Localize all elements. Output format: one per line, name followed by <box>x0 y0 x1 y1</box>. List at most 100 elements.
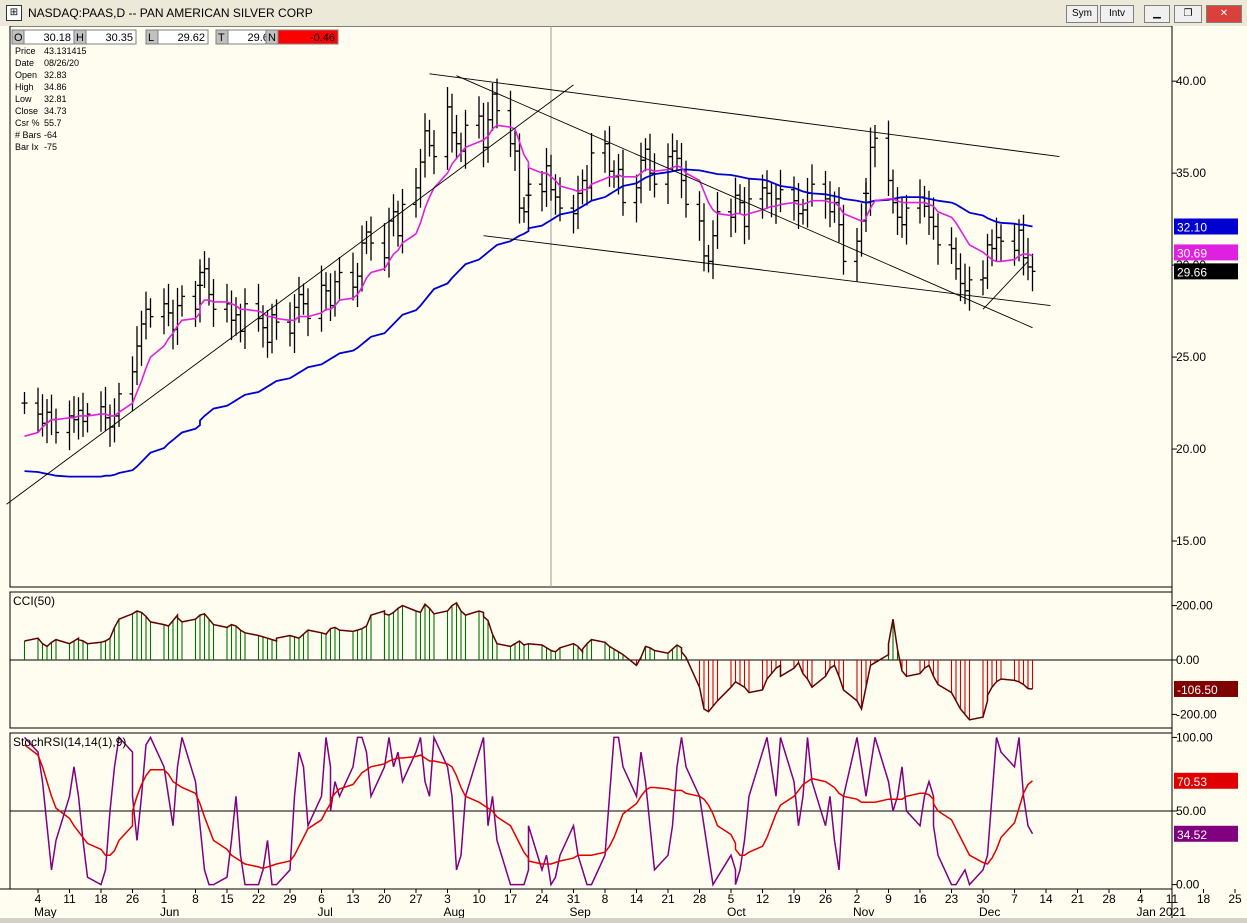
cursor-info-value: 32.81 <box>44 94 67 104</box>
x-day-label: 24 <box>535 892 549 906</box>
x-day-label: 27 <box>409 892 423 906</box>
ohlc-header-value-L: 29.62 <box>177 32 205 44</box>
x-day-label: 16 <box>913 892 927 906</box>
ohlc-header-value-O: 30.18 <box>43 32 71 44</box>
x-day-label: 15 <box>220 892 234 906</box>
x-day-label: 21 <box>661 892 675 906</box>
chart-app-icon: ⊞ <box>6 5 22 21</box>
cursor-info-label: Price <box>15 46 36 56</box>
x-day-label: 3 <box>444 892 451 906</box>
ma-slow-last-value: 32.10 <box>1177 220 1207 234</box>
x-day-label: 13 <box>346 892 360 906</box>
intv-button[interactable]: Intv <box>1100 5 1134 23</box>
x-day-label: 14 <box>1039 892 1053 906</box>
x-day-label: 10 <box>472 892 486 906</box>
x-day-label: 30 <box>976 892 990 906</box>
x-day-label: 14 <box>630 892 644 906</box>
cursor-info-label: Csr % <box>15 118 40 128</box>
cursor-info-value: 08/26/20 <box>44 58 79 68</box>
x-day-label: 4 <box>35 892 42 906</box>
ma-slow-line <box>24 168 1033 478</box>
x-day-label: 11 <box>63 892 76 906</box>
close-last-value: 29.66 <box>1177 265 1207 279</box>
trendline <box>483 235 1051 307</box>
cursor-info-value: 55.7 <box>44 118 62 128</box>
ma-fast-line <box>24 124 1033 437</box>
trendline <box>456 75 1033 329</box>
cursor-info-value: -75 <box>44 142 57 152</box>
cursor-info-value: 43.131415 <box>44 46 87 56</box>
x-day-label: 26 <box>126 892 140 906</box>
x-month-label: Jan 2021 <box>1137 905 1187 918</box>
x-day-label: 8 <box>192 892 199 906</box>
ohlc-header-value-N: -0.46 <box>310 32 335 44</box>
cci-y-tick-label: -200.00 <box>1176 707 1217 721</box>
ohlc-header-key: H <box>76 32 84 44</box>
ohlc-header-value-box <box>85 29 137 45</box>
cci-last-value: -106.50 <box>1177 683 1218 697</box>
price-y-tick-label: 15.00 <box>1176 534 1206 548</box>
x-day-label: 6 <box>318 892 325 906</box>
cci-title: CCI(50) <box>13 594 55 608</box>
stochrsi-y-tick-label: 0.00 <box>1176 878 1200 892</box>
cursor-info-label: # Bars <box>15 130 42 140</box>
cci-histogram <box>23 602 1034 720</box>
stochrsi-y-tick-label: 50.00 <box>1176 804 1206 818</box>
trendline <box>429 73 1060 158</box>
title-bar: ⊞ NASDAQ:PAAS,D -- PAN AMERICAN SILVER C… <box>0 0 1247 27</box>
ma-slow-last-value-box <box>1174 218 1238 235</box>
cursor-info-value: 34.73 <box>44 106 67 116</box>
price-y-tick-label: 20.00 <box>1176 442 1206 456</box>
x-month-label: Nov <box>853 905 874 918</box>
x-day-label: 28 <box>693 892 707 906</box>
plot-area: 40.00 35.00 3 0.00 25.00 20.00 15.00 200.00 0.00… <box>0 25 1247 919</box>
x-day-label: 17 <box>504 892 518 906</box>
trendline <box>6 84 574 505</box>
x-day-label: 11 <box>1166 892 1179 906</box>
cursor-info-label: Close <box>15 106 38 116</box>
sym-button[interactable]: Sym <box>1066 5 1098 23</box>
x-day-label: 29 <box>283 892 297 906</box>
stochrsi-title: StochRSI(14,14(1),9) <box>13 735 126 749</box>
x-day-label: 21 <box>1071 892 1085 906</box>
stochrsi-signal-line <box>24 744 1033 870</box>
x-day-label: 4 <box>1137 892 1144 906</box>
cursor-info-label: Open <box>15 70 37 80</box>
minimize-icon[interactable]: ▁ <box>1144 5 1170 23</box>
x-month-label: Jun <box>160 905 179 918</box>
close-icon[interactable]: ✕ <box>1206 5 1242 23</box>
ohlc-header-key: L <box>148 32 154 44</box>
close-last-value-box <box>1174 263 1238 280</box>
x-day-label: 1 <box>161 892 168 906</box>
x-day-label: 23 <box>945 892 959 906</box>
price-y-tick-label: 25.00 <box>1176 350 1206 364</box>
window-title: NASDAQ:PAAS,D -- PAN AMERICAN SILVER COR… <box>28 6 313 20</box>
x-month-label: Jul <box>318 905 333 918</box>
trendline <box>982 261 1029 310</box>
x-month-label: Aug <box>444 905 465 918</box>
cursor-info-value: 32.83 <box>44 70 67 80</box>
cursor-info-label: Bar Ix <box>15 142 39 152</box>
restore-icon[interactable]: ❐ <box>1174 5 1202 23</box>
x-month-label: May <box>34 905 57 918</box>
cursor-info-value: 34.86 <box>44 82 67 92</box>
x-day-label: 5 <box>728 892 735 906</box>
stochrsi-line <box>23 734 1034 887</box>
x-day-label: 26 <box>819 892 833 906</box>
chart-svg: 40.00 35.00 3 0.00 25.00 20.00 15.00 200.00 0.00… <box>0 25 1247 919</box>
x-day-label: 18 <box>1197 892 1211 906</box>
x-day-label: 18 <box>94 892 108 906</box>
cci-y-tick-label: 0.00 <box>1176 653 1200 667</box>
x-day-label: 2 <box>854 892 861 906</box>
stochrsi-y-tick-label: 100.00 <box>1176 730 1213 744</box>
x-day-label: 9 <box>885 892 892 906</box>
x-day-label: 7 <box>1011 892 1018 906</box>
x-day-label: 31 <box>567 892 581 906</box>
ohlc-header-value-box <box>277 29 339 45</box>
x-day-label: 28 <box>1102 892 1116 906</box>
x-day-label: 20 <box>378 892 392 906</box>
price-y-tick-label: 40.00 <box>1176 74 1206 88</box>
cci-last-value-box <box>1174 680 1238 697</box>
ohlc-header-key: N <box>268 32 276 44</box>
